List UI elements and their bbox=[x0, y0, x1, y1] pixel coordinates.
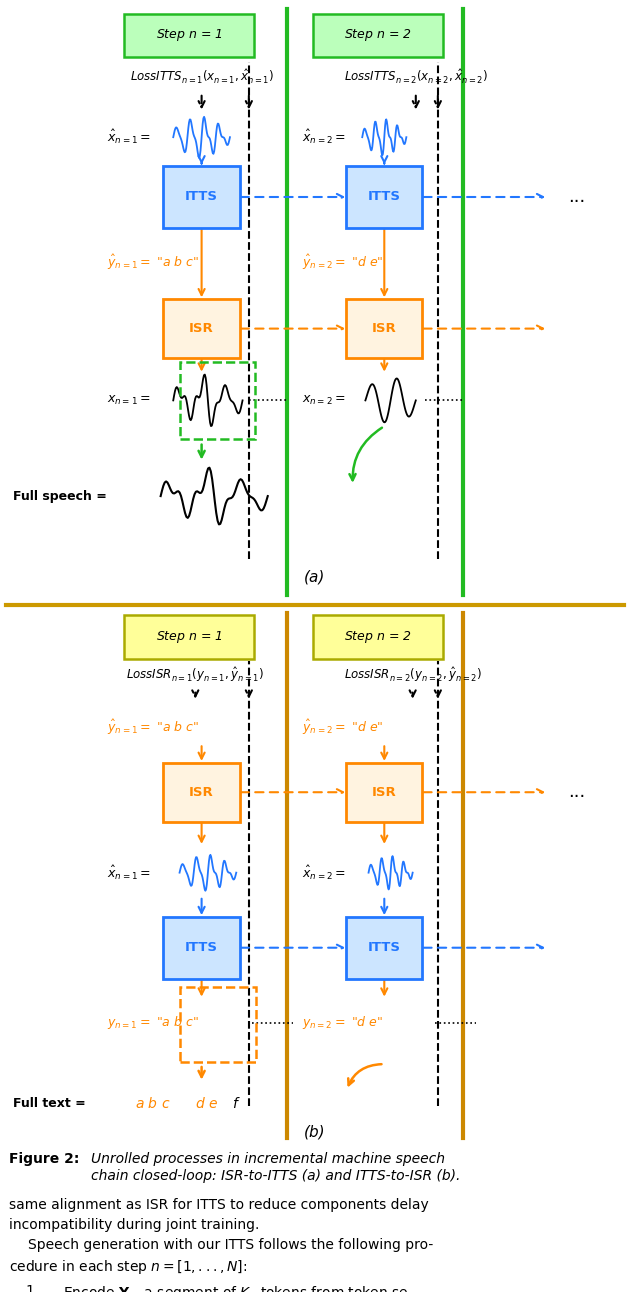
Text: $\hat{y}_{n=1}=$ "$\mathbf{\mathit{a}}$ $\mathbf{\mathit{b}}$ $\mathbf{\mathit{c: $\hat{y}_{n=1}=$ "$\mathbf{\mathit{a}}$ … bbox=[107, 718, 199, 738]
Text: $\hat{y}_{n=2}=$ "$\mathbf{\mathit{d}}$ $\mathbf{\mathit{e}}$": $\hat{y}_{n=2}=$ "$\mathbf{\mathit{d}}$ … bbox=[302, 253, 384, 273]
Text: Step $n$ = 1: Step $n$ = 1 bbox=[156, 629, 222, 645]
Text: Full text =: Full text = bbox=[13, 1097, 85, 1110]
Text: Figure 2:: Figure 2: bbox=[9, 1152, 80, 1167]
Text: Step $n$ = 2: Step $n$ = 2 bbox=[344, 27, 412, 44]
Text: cedure in each step $n = [1,...,N]$:: cedure in each step $n = [1,...,N]$: bbox=[9, 1258, 248, 1275]
Text: ISR: ISR bbox=[372, 786, 397, 798]
Text: 1.: 1. bbox=[25, 1284, 38, 1292]
FancyBboxPatch shape bbox=[346, 917, 422, 979]
Text: $x_{n=2}=$: $x_{n=2}=$ bbox=[302, 394, 346, 407]
FancyBboxPatch shape bbox=[346, 165, 422, 227]
Text: ISR: ISR bbox=[372, 322, 397, 335]
FancyBboxPatch shape bbox=[124, 615, 254, 659]
FancyBboxPatch shape bbox=[164, 298, 239, 358]
Text: $\mathit{LossISR}_{n=2}(y_{n=2},\hat{y}_{n=2})$: $\mathit{LossISR}_{n=2}(y_{n=2},\hat{y}_… bbox=[343, 665, 482, 683]
Text: $\mathit{LossISR}_{n=1}(y_{n=1},\hat{y}_{n=1})$: $\mathit{LossISR}_{n=1}(y_{n=1},\hat{y}_… bbox=[126, 665, 265, 683]
Text: $\mathbf{\mathit{a}}$ $\mathbf{\mathit{b}}$ $\mathbf{\mathit{c}}$: $\mathbf{\mathit{a}}$ $\mathbf{\mathit{b… bbox=[135, 1096, 171, 1111]
Text: Encode $\mathbf{Y}_n$, a segment of $K_n$ tokens from token se-: Encode $\mathbf{Y}_n$, a segment of $K_n… bbox=[63, 1284, 414, 1292]
FancyBboxPatch shape bbox=[346, 298, 422, 358]
Text: Step $n$ = 2: Step $n$ = 2 bbox=[344, 629, 412, 645]
Text: (a): (a) bbox=[304, 570, 326, 584]
Text: same alignment as ISR for ITTS to reduce components delay: same alignment as ISR for ITTS to reduce… bbox=[9, 1198, 429, 1212]
Text: ITTS: ITTS bbox=[368, 190, 401, 204]
Text: $\hat{x}_{n=2}=$: $\hat{x}_{n=2}=$ bbox=[302, 863, 346, 881]
Text: Full speech =: Full speech = bbox=[13, 490, 106, 503]
Text: ITTS: ITTS bbox=[368, 941, 401, 955]
Text: $\hat{y}_{n=1}=$ "$\mathbf{\mathit{a}}$ $\mathbf{\mathit{b}}$ $\mathbf{\mathit{c: $\hat{y}_{n=1}=$ "$\mathbf{\mathit{a}}$ … bbox=[107, 253, 199, 273]
Text: ...: ... bbox=[568, 783, 585, 801]
Text: incompatibility during joint training.: incompatibility during joint training. bbox=[9, 1217, 260, 1231]
Text: $y_{n=1}=$ "$\mathbf{\mathit{a}}$ $\mathbf{\mathit{b}}$ $\mathbf{\mathit{c}}$": $y_{n=1}=$ "$\mathbf{\mathit{a}}$ $\math… bbox=[107, 1014, 199, 1031]
FancyBboxPatch shape bbox=[164, 762, 239, 822]
Text: Step $n$ = 1: Step $n$ = 1 bbox=[156, 27, 222, 44]
Text: ISR: ISR bbox=[189, 322, 214, 335]
FancyBboxPatch shape bbox=[346, 762, 422, 822]
FancyBboxPatch shape bbox=[164, 917, 239, 979]
Text: Unrolled processes in incremental machine speech
chain closed-loop: ISR-to-ITTS : Unrolled processes in incremental machin… bbox=[91, 1152, 461, 1182]
Text: ITTS: ITTS bbox=[185, 190, 218, 204]
Text: $\mathbf{\mathit{d}}$ $\mathbf{\mathit{e}}$: $\mathbf{\mathit{d}}$ $\mathbf{\mathit{e… bbox=[195, 1096, 219, 1111]
Text: $\mathbf{\mathit{f}}$: $\mathbf{\mathit{f}}$ bbox=[232, 1096, 241, 1111]
Text: $\hat{y}_{n=2}=$ "$\mathbf{\mathit{d}}$ $\mathbf{\mathit{e}}$": $\hat{y}_{n=2}=$ "$\mathbf{\mathit{d}}$ … bbox=[302, 718, 384, 738]
Text: $\hat{x}_{n=1}=$: $\hat{x}_{n=1}=$ bbox=[107, 128, 151, 146]
FancyBboxPatch shape bbox=[313, 13, 443, 57]
Text: ...: ... bbox=[568, 189, 585, 205]
Text: ITTS: ITTS bbox=[185, 941, 218, 955]
FancyBboxPatch shape bbox=[164, 165, 239, 227]
Text: $x_{n=1}=$: $x_{n=1}=$ bbox=[107, 394, 151, 407]
FancyBboxPatch shape bbox=[124, 13, 254, 57]
Text: (b): (b) bbox=[304, 1124, 326, 1140]
Text: ISR: ISR bbox=[189, 786, 214, 798]
FancyBboxPatch shape bbox=[313, 615, 443, 659]
Text: $\hat{x}_{n=1}=$: $\hat{x}_{n=1}=$ bbox=[107, 863, 151, 881]
Bar bbox=[180, 362, 255, 439]
Text: $\mathit{LossITTS}_{n=2}(x_{n=2},\hat{x}_{n=2})$: $\mathit{LossITTS}_{n=2}(x_{n=2},\hat{x}… bbox=[344, 68, 488, 87]
Text: $\mathit{LossITTS}_{n=1}(x_{n=1},\hat{x}_{n=1})$: $\mathit{LossITTS}_{n=1}(x_{n=1},\hat{x}… bbox=[130, 68, 273, 87]
Bar bbox=[180, 987, 256, 1062]
Text: $\hat{x}_{n=2}=$: $\hat{x}_{n=2}=$ bbox=[302, 128, 346, 146]
Text: $y_{n=2}=$ "$\mathbf{\mathit{d}}$ $\mathbf{\mathit{e}}$": $y_{n=2}=$ "$\mathbf{\mathit{d}}$ $\math… bbox=[302, 1014, 384, 1031]
Text: Speech generation with our ITTS follows the following pro-: Speech generation with our ITTS follows … bbox=[28, 1238, 433, 1252]
